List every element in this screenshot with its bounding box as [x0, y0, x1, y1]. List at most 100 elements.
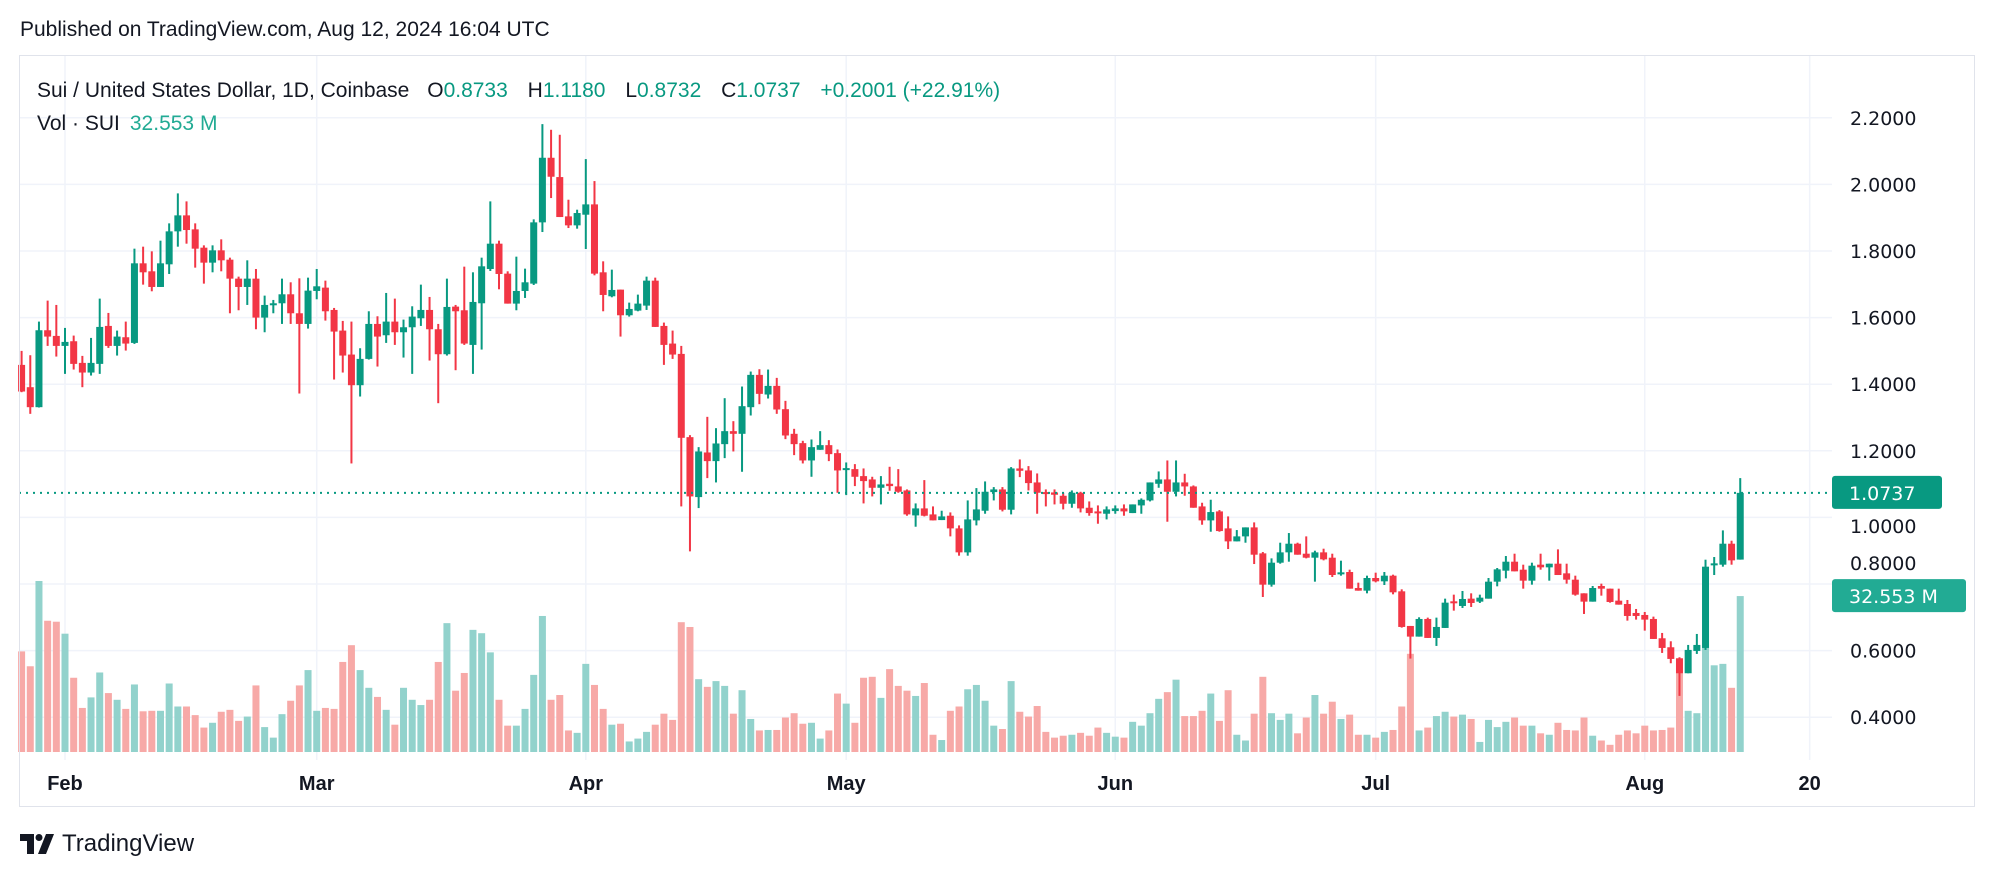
- candle-wick: [558, 134, 561, 218]
- price-tick-label: 1.4000: [1850, 374, 1916, 396]
- symbol-title[interactable]: Sui / United States Dollar, 1D, Coinbase: [37, 79, 410, 102]
- candle: [1268, 558, 1276, 587]
- volume-bar: [1276, 719, 1284, 752]
- candle-body: [599, 272, 607, 295]
- candle: [1545, 563, 1553, 581]
- candle: [886, 466, 894, 491]
- volume-bar: [1389, 729, 1397, 752]
- volume-bar: [669, 719, 677, 752]
- candle: [1163, 460, 1171, 522]
- volume-bar: [1649, 730, 1657, 752]
- volume-bar: [1059, 735, 1067, 752]
- candle: [183, 201, 191, 244]
- candle: [1623, 599, 1631, 621]
- time-tick-label: May: [827, 773, 867, 795]
- candle-body: [130, 263, 138, 343]
- volume-bar: [1545, 734, 1553, 752]
- volume-bar: [1667, 727, 1675, 752]
- candle-body: [287, 294, 295, 314]
- volume-bar: [660, 713, 668, 752]
- candle-body: [721, 431, 729, 445]
- candle: [1511, 553, 1519, 572]
- time-tick-label: Jun: [1097, 773, 1133, 795]
- candle: [426, 296, 434, 361]
- candle: [547, 129, 555, 199]
- candle: [18, 350, 26, 393]
- candle: [1137, 498, 1145, 514]
- candle: [1198, 502, 1206, 525]
- candle-body: [1554, 563, 1562, 576]
- price-tick-label: 1.0000: [1850, 516, 1916, 538]
- volume-bar: [1493, 727, 1501, 752]
- candle: [1528, 562, 1536, 585]
- candle-body: [1519, 569, 1527, 581]
- candle: [44, 300, 52, 346]
- volume-bar: [1094, 727, 1102, 752]
- candle-wick: [845, 462, 848, 496]
- volume-bar: [1623, 730, 1631, 752]
- candle-body: [1493, 569, 1501, 582]
- candle-body: [1658, 638, 1666, 648]
- candle: [61, 327, 69, 374]
- volume-bar: [452, 690, 460, 752]
- candle: [1667, 641, 1675, 664]
- volume-bar: [1519, 725, 1527, 752]
- candle: [747, 371, 755, 416]
- candle-body: [1372, 578, 1380, 582]
- candle-body: [1354, 587, 1362, 591]
- candle-body: [1545, 563, 1553, 568]
- volume-bar: [1146, 713, 1154, 752]
- volume-bar: [903, 690, 911, 752]
- volume-bar: [156, 710, 164, 752]
- candle-body: [972, 509, 980, 521]
- candle-body: [269, 303, 277, 306]
- volume-bar: [1467, 718, 1475, 752]
- volume-bar: [1172, 679, 1180, 752]
- candle-wick: [923, 480, 926, 517]
- candle-wick: [819, 431, 822, 450]
- volume-bar: [1137, 725, 1145, 752]
- candle: [347, 321, 355, 464]
- candle: [773, 377, 781, 414]
- volume-bar: [165, 683, 173, 752]
- candle-body: [1285, 543, 1293, 553]
- volume-bar: [434, 661, 442, 752]
- volume-bar: [373, 696, 381, 752]
- candle-wick: [90, 337, 93, 376]
- candle-body: [677, 353, 685, 438]
- candle-wick: [237, 276, 240, 311]
- price-tick-label: 0.4000: [1850, 707, 1916, 729]
- candle-body: [1268, 562, 1276, 585]
- volume-bar: [877, 697, 885, 752]
- volume-bar: [643, 731, 651, 752]
- volume-bar: [773, 729, 781, 752]
- change-value: +0.2001 (+22.91%): [820, 79, 1001, 102]
- candle: [1354, 582, 1362, 591]
- candle-body: [1728, 543, 1736, 561]
- candle: [860, 468, 868, 504]
- candle: [1658, 632, 1666, 653]
- volume-value: 32.553 M: [129, 112, 218, 135]
- volume-label[interactable]: Vol · SUI: [37, 112, 120, 135]
- candle-body: [556, 177, 564, 218]
- tradingview-logo[interactable]: TradingView: [20, 830, 194, 858]
- candle: [938, 510, 946, 521]
- candle-wick: [1175, 460, 1178, 497]
- candle: [504, 271, 512, 304]
- candle-wick: [1140, 498, 1143, 514]
- candle-wick: [1409, 625, 1412, 659]
- last-price-badge: [1832, 475, 1942, 509]
- volume-bar: [1120, 737, 1128, 752]
- volume-bar: [1163, 692, 1171, 752]
- candle-wick: [463, 266, 466, 345]
- candle-body: [148, 271, 156, 287]
- candle-body: [1597, 585, 1605, 589]
- candle-body: [1710, 563, 1718, 566]
- time-tick-label: Aug: [1625, 773, 1664, 795]
- candle-body: [1085, 507, 1093, 514]
- volume-bar: [981, 700, 989, 752]
- volume-bar: [530, 674, 538, 752]
- volume-bar: [1320, 713, 1328, 752]
- candle-body: [938, 516, 946, 521]
